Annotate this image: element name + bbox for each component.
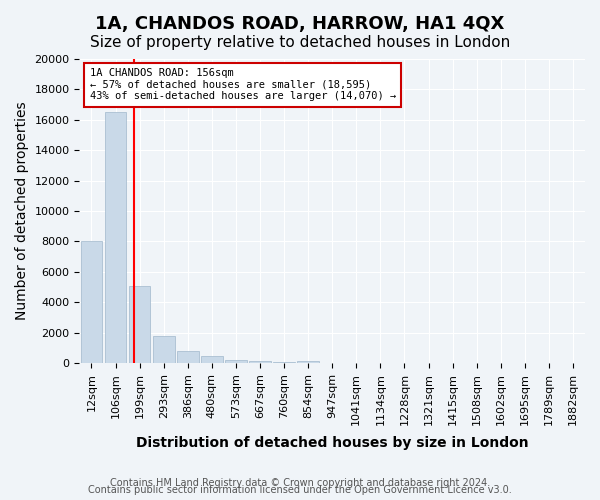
Bar — [80, 240, 102, 363]
Text: Contains public sector information licensed under the Open Government Licence v3: Contains public sector information licen… — [88, 485, 512, 495]
Bar — [153, 336, 175, 363]
Bar — [273, 362, 295, 363]
Bar — [201, 356, 223, 363]
Bar — [225, 360, 247, 363]
Bar — [297, 361, 319, 363]
Text: Contains HM Land Registry data © Crown copyright and database right 2024.: Contains HM Land Registry data © Crown c… — [110, 478, 490, 488]
Bar — [129, 286, 151, 363]
Text: 1A CHANDOS ROAD: 156sqm
← 57% of detached houses are smaller (18,595)
43% of sem: 1A CHANDOS ROAD: 156sqm ← 57% of detache… — [89, 68, 396, 102]
X-axis label: Distribution of detached houses by size in London: Distribution of detached houses by size … — [136, 436, 529, 450]
Y-axis label: Number of detached properties: Number of detached properties — [15, 102, 29, 320]
Bar — [177, 351, 199, 363]
Text: 1A, CHANDOS ROAD, HARROW, HA1 4QX: 1A, CHANDOS ROAD, HARROW, HA1 4QX — [95, 15, 505, 33]
Bar — [104, 112, 127, 363]
Bar — [249, 360, 271, 363]
Text: Size of property relative to detached houses in London: Size of property relative to detached ho… — [90, 35, 510, 50]
